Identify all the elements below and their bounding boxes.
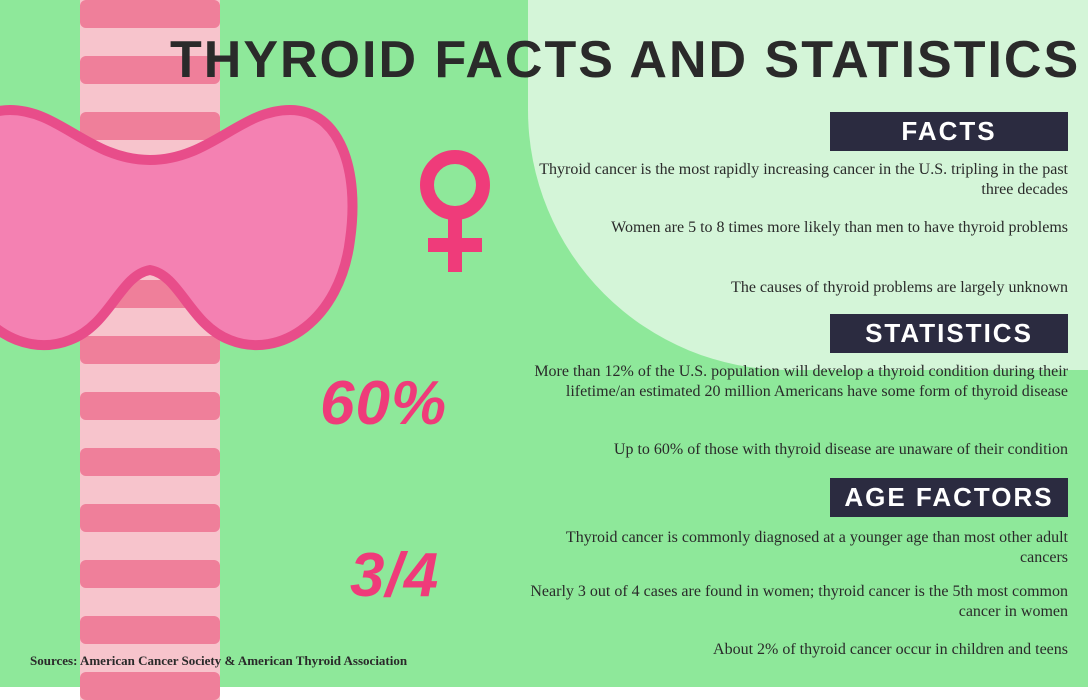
age-big-stat: 3/4	[350, 540, 439, 611]
trachea-ring	[80, 448, 220, 476]
statistics-item-2: Up to 60% of those with thyroid disease …	[488, 440, 1068, 460]
trachea-ring	[80, 392, 220, 420]
facts-header: Facts	[830, 112, 1068, 151]
trachea-ring	[80, 672, 220, 700]
thyroid-shape	[0, 100, 360, 360]
age-item-1: Thyroid cancer is commonly diagnosed at …	[528, 528, 1068, 568]
age-header: Age Factors	[830, 478, 1068, 517]
facts-item-1: Thyroid cancer is the most rapidly incre…	[518, 160, 1068, 200]
trachea-ring	[80, 504, 220, 532]
trachea-ring	[80, 616, 220, 644]
statistics-big-stat: 60%	[320, 368, 447, 439]
facts-item-2: Women are 5 to 8 times more likely than …	[518, 218, 1068, 238]
trachea-ring	[80, 0, 220, 28]
female-icon	[410, 150, 500, 280]
statistics-header: Statistics	[830, 314, 1068, 353]
main-title: Thyroid Facts and Statistics	[170, 30, 1080, 90]
facts-item-3: The causes of thyroid problems are large…	[628, 278, 1068, 298]
trachea-ring	[80, 560, 220, 588]
sources-text: Sources: American Cancer Society & Ameri…	[30, 653, 407, 669]
statistics-item-1: More than 12% of the U.S. population wil…	[488, 362, 1068, 402]
age-item-2: Nearly 3 out of 4 cases are found in wom…	[508, 582, 1068, 622]
age-item-3: About 2% of thyroid cancer occur in chil…	[508, 640, 1068, 660]
